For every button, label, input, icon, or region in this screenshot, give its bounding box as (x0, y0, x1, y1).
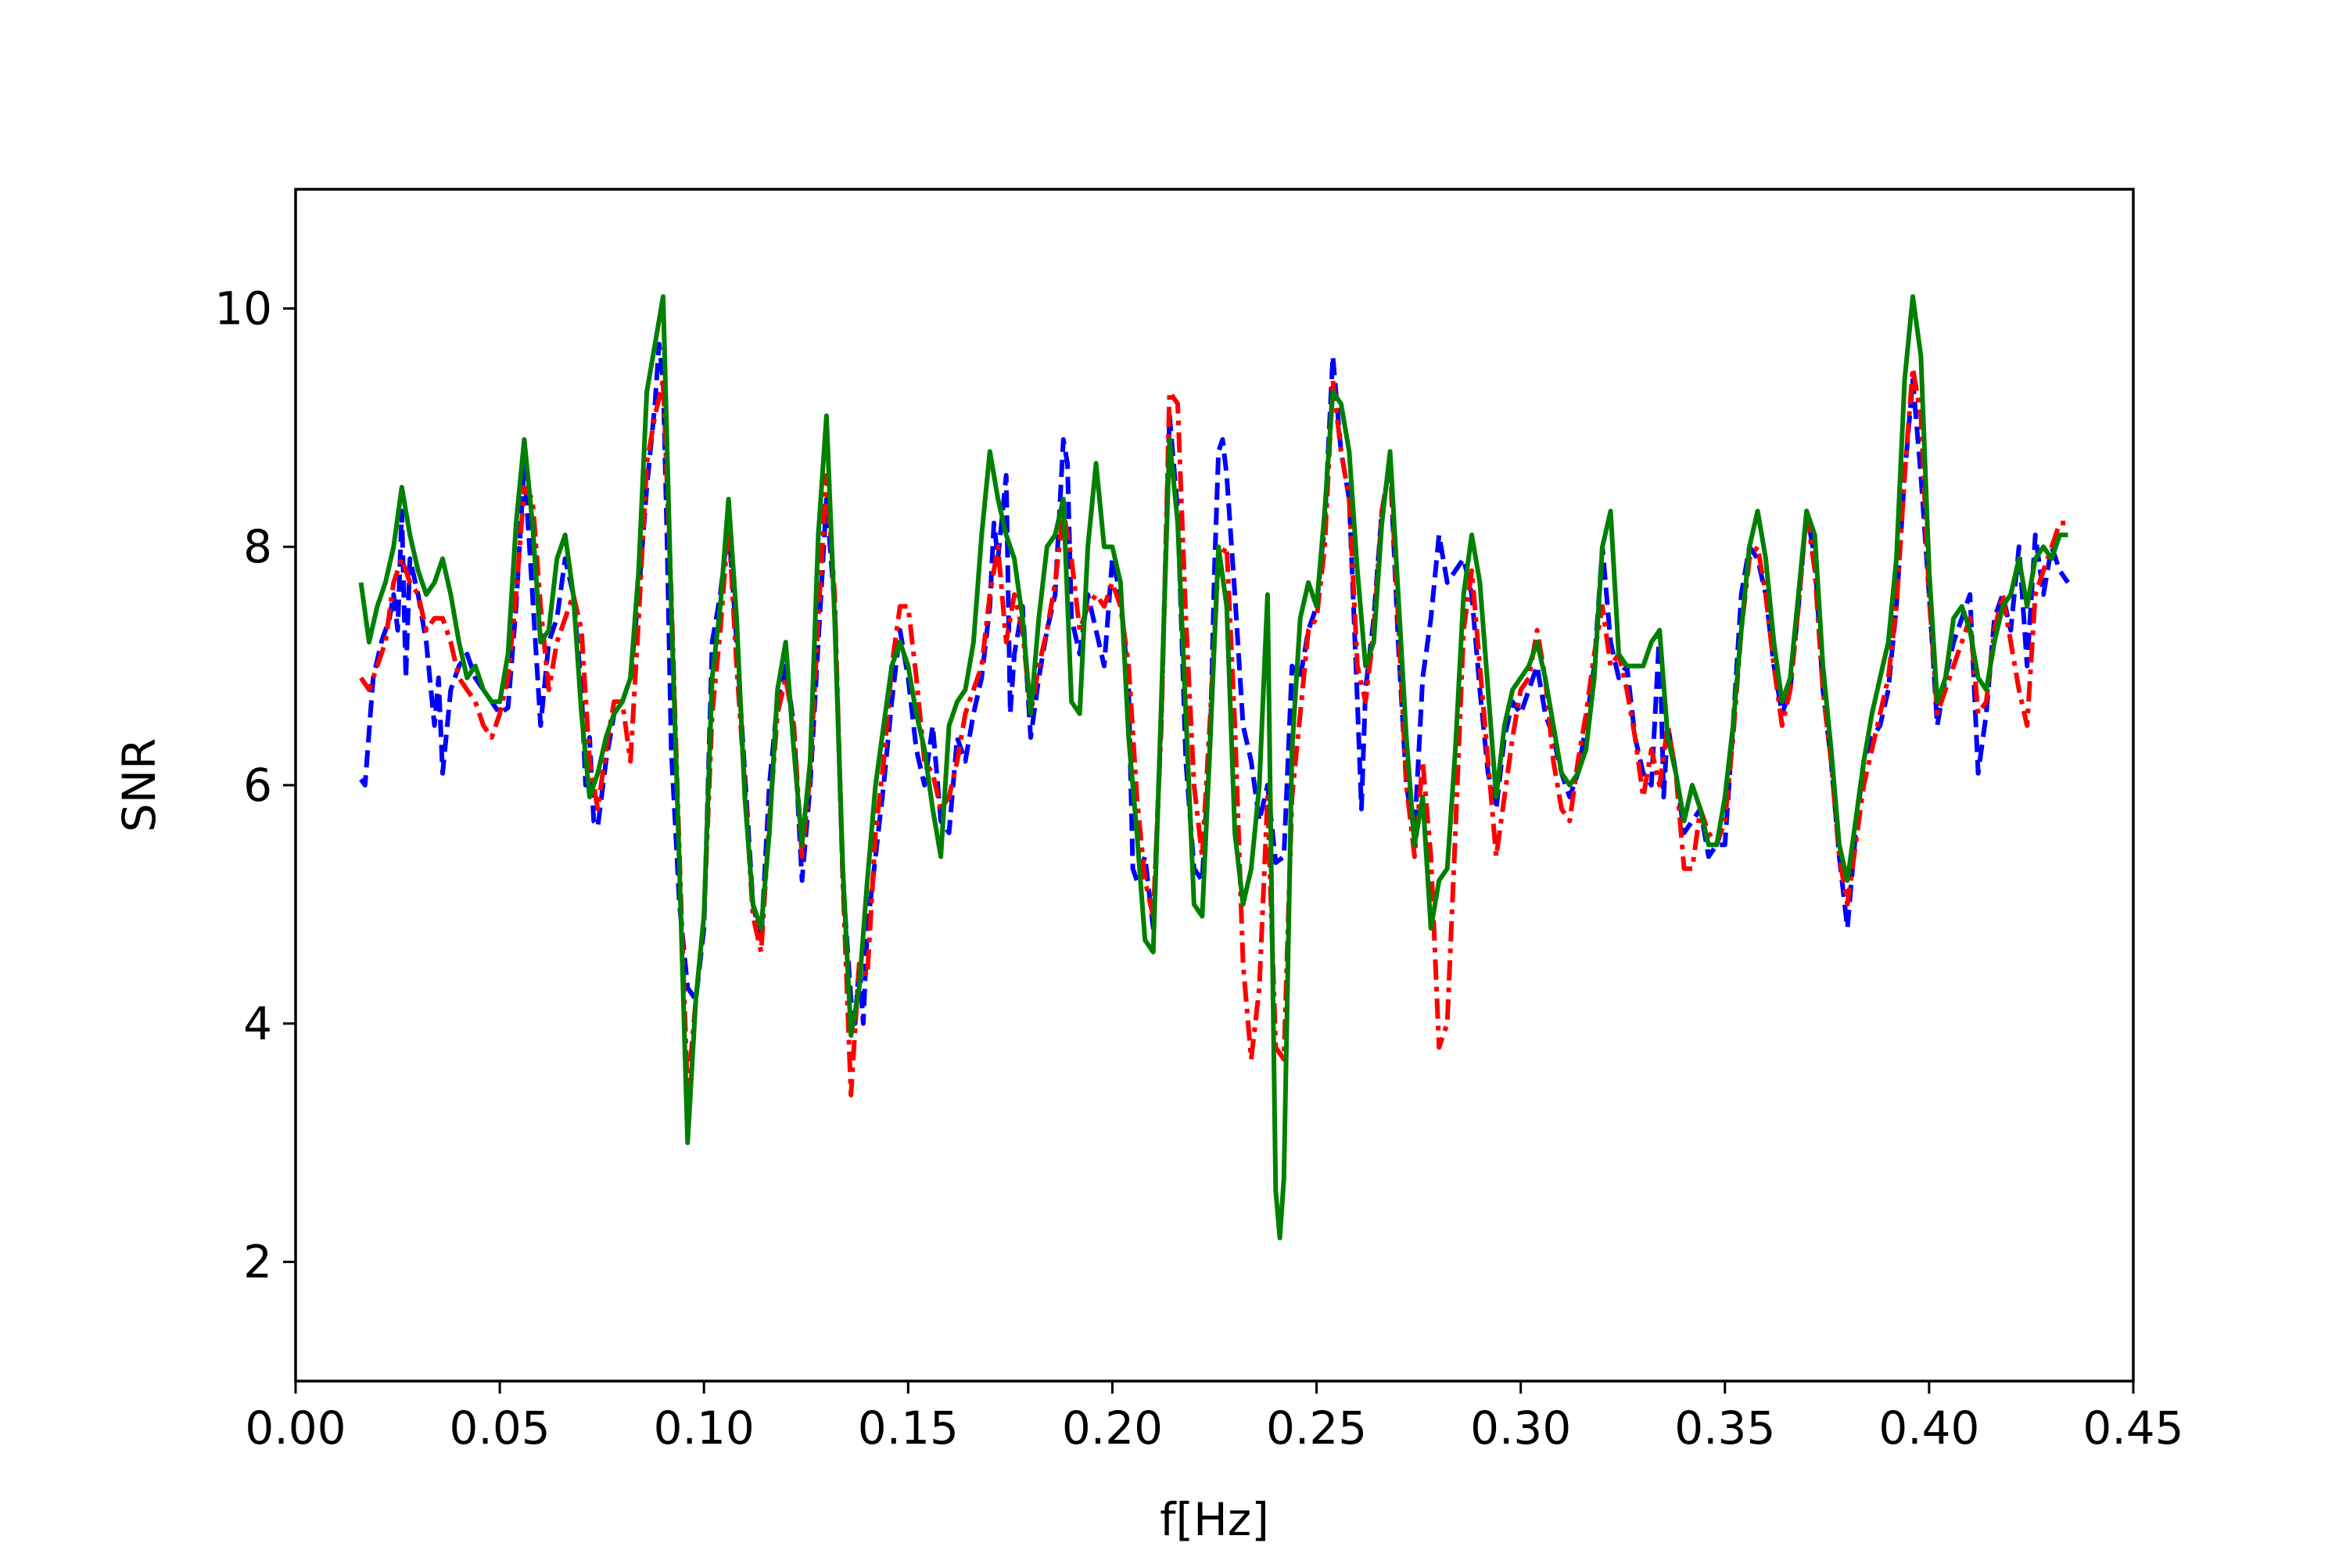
x-tick-label: 0.05 (450, 1401, 551, 1455)
series-line-2 (359, 365, 2068, 1098)
x-tick-label: 0.00 (245, 1401, 346, 1455)
y-axis: 2 4 6 8 10 (214, 282, 296, 1289)
x-tick-label: 0.20 (1062, 1401, 1163, 1455)
y-tick-label: 10 (214, 282, 272, 335)
y-axis-label: SNR (113, 738, 166, 833)
x-tick-label: 0.15 (858, 1401, 959, 1455)
series-line-3 (358, 294, 2068, 1241)
x-tick-label: 0.30 (1470, 1401, 1571, 1455)
x-tick-label: 0.25 (1266, 1401, 1367, 1455)
y-tick-label: 6 (243, 759, 272, 812)
y-tick-label: 4 (243, 997, 272, 1050)
series-layer (358, 294, 2070, 1241)
x-axis-label: f[Hz] (1160, 1493, 1269, 1546)
x-tick-label: 0.10 (654, 1401, 755, 1455)
x-axis: 0.00 0.05 0.10 0.15 0.20 0.25 0.30 0.35 0.40 0.45 (245, 1381, 2184, 1455)
x-tick-label: 0.40 (1878, 1401, 1979, 1455)
y-tick-label: 2 (243, 1236, 272, 1289)
y-tick-label: 8 (243, 520, 272, 573)
x-tick-label: 0.35 (1674, 1401, 1775, 1455)
x-tick-label: 0.45 (2082, 1401, 2183, 1455)
